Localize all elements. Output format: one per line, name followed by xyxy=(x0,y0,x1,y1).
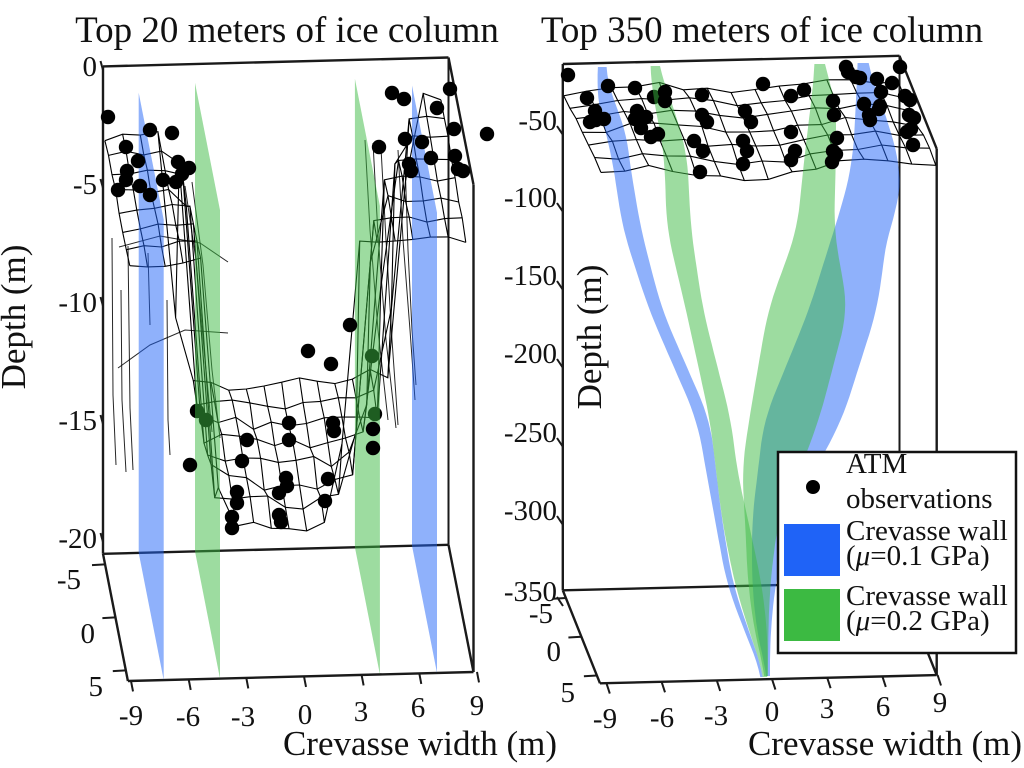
svg-text:Crevasse wall: Crevasse wall xyxy=(846,580,1008,612)
svg-text:-5: -5 xyxy=(529,598,553,630)
svg-text:0: 0 xyxy=(547,636,562,668)
svg-text:6: 6 xyxy=(876,691,891,723)
svg-text:-15: -15 xyxy=(58,405,97,437)
svg-text:9: 9 xyxy=(470,690,485,722)
svg-text:ATM: ATM xyxy=(846,448,907,480)
svg-text:-3: -3 xyxy=(231,701,255,733)
svg-text:5: 5 xyxy=(89,671,104,703)
svg-text:5: 5 xyxy=(561,677,576,709)
svg-text:3: 3 xyxy=(354,696,369,728)
svg-text:Top 20 meters of ice column: Top 20 meters of ice column xyxy=(75,10,499,51)
svg-text:-9: -9 xyxy=(593,703,617,735)
svg-text:(μ=0.2 GPa): (μ=0.2 GPa) xyxy=(846,605,990,637)
svg-text:-200: -200 xyxy=(504,338,557,370)
svg-text:(μ=0.1 GPa): (μ=0.1 GPa) xyxy=(846,540,990,572)
svg-text:9: 9 xyxy=(933,687,948,719)
svg-text:-6: -6 xyxy=(650,702,674,734)
svg-text:-350: -350 xyxy=(504,576,557,608)
svg-text:0: 0 xyxy=(298,699,313,731)
svg-text:0: 0 xyxy=(765,696,780,728)
svg-text:Top 350 meters of ice column: Top 350 meters of ice column xyxy=(541,10,983,51)
svg-text:-9: -9 xyxy=(119,700,143,732)
svg-text:-300: -300 xyxy=(504,495,557,527)
svg-text:3: 3 xyxy=(820,693,835,725)
svg-text:-250: -250 xyxy=(504,417,557,449)
svg-text:0: 0 xyxy=(83,51,98,83)
svg-text:-10: -10 xyxy=(58,287,97,319)
svg-text:Crevasse width (m): Crevasse width (m) xyxy=(283,724,557,763)
svg-text:-50: -50 xyxy=(518,105,557,137)
svg-text:Crevasse width (m): Crevasse width (m) xyxy=(748,724,1022,763)
svg-text:-5: -5 xyxy=(73,169,97,201)
svg-text:-100: -100 xyxy=(504,182,557,214)
svg-text:Depth (m): Depth (m) xyxy=(0,245,33,390)
svg-text:-6: -6 xyxy=(176,701,200,733)
svg-text:-3: -3 xyxy=(704,700,728,732)
svg-text:observations: observations xyxy=(846,483,993,515)
svg-text:Depth (m): Depth (m) xyxy=(570,265,609,410)
svg-text:-20: -20 xyxy=(58,523,97,555)
svg-text:-5: -5 xyxy=(57,564,81,596)
svg-text:-150: -150 xyxy=(504,260,557,292)
svg-text:Crevasse wall: Crevasse wall xyxy=(846,515,1008,547)
svg-text:0: 0 xyxy=(81,618,96,650)
svg-text:6: 6 xyxy=(411,692,426,724)
